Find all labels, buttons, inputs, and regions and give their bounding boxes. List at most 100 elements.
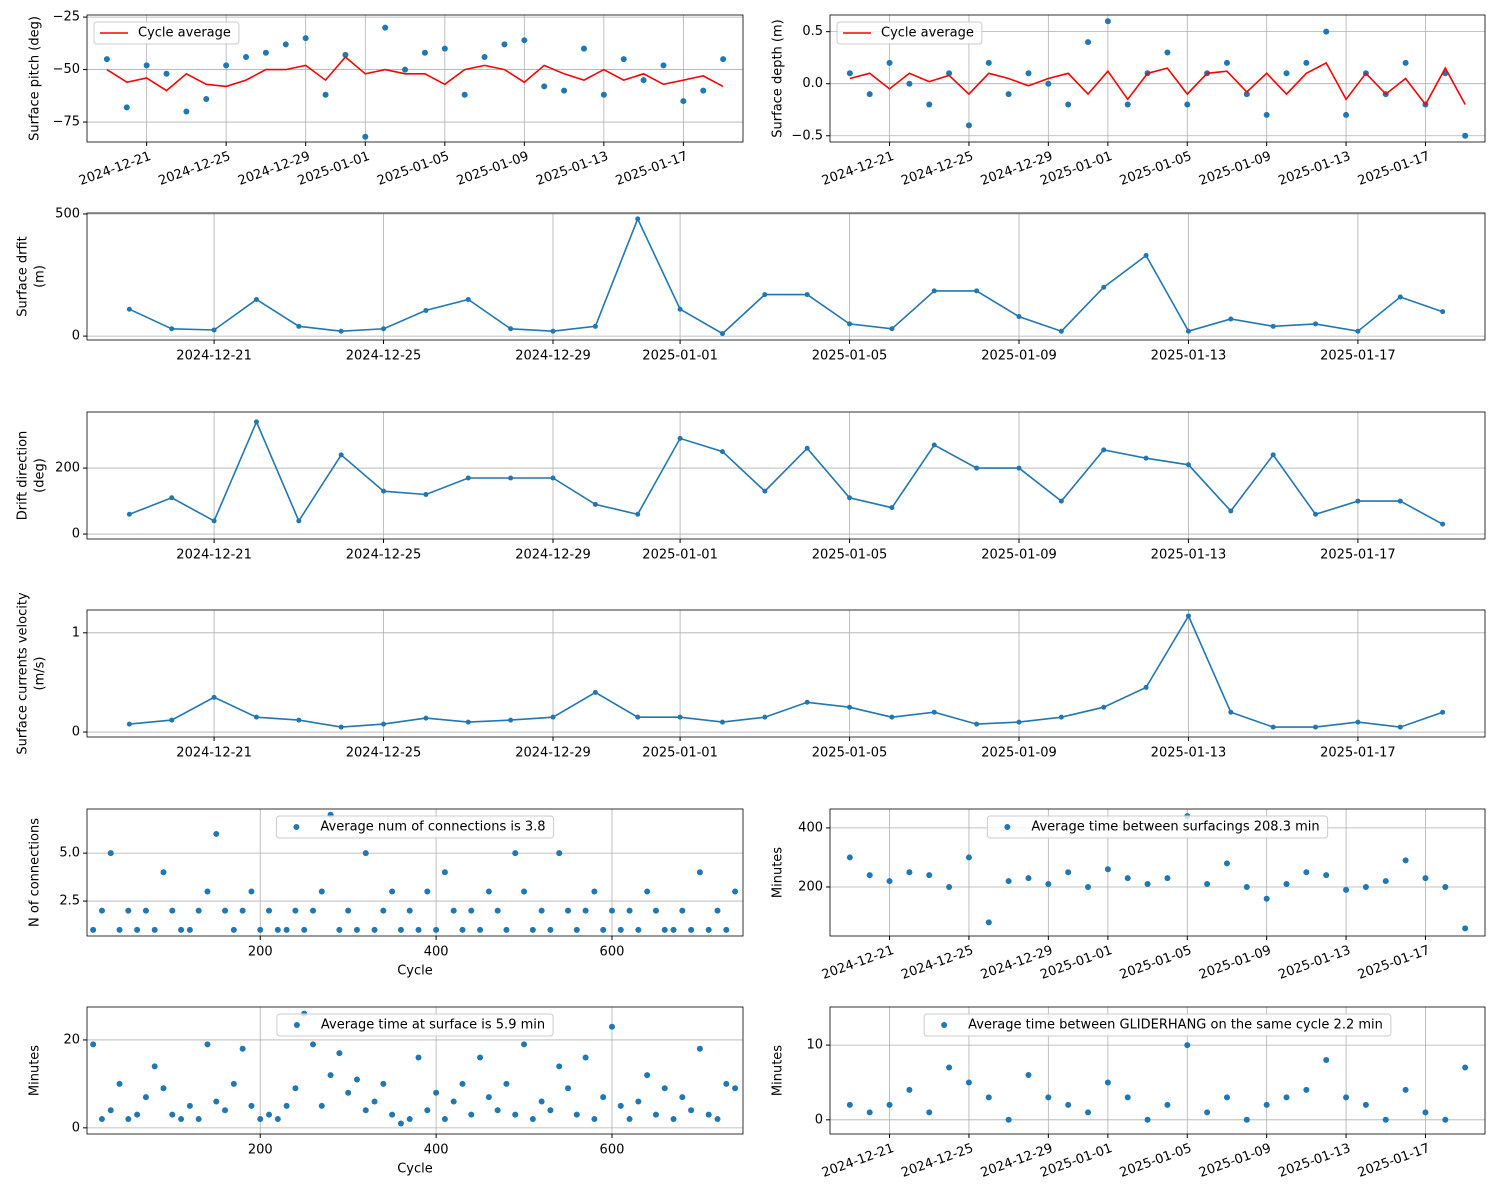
point [98,907,105,914]
x-axis-label: Cycle [397,1162,433,1177]
point [889,326,895,332]
point [804,445,810,451]
point [336,926,343,933]
y-tick-label: 10 [806,1038,823,1053]
x-tick-label: 2025-01-01 [642,746,718,761]
point [169,907,176,914]
point [1185,462,1191,468]
point [652,907,659,914]
point [468,1111,475,1118]
point [1124,875,1131,882]
point [635,216,641,222]
point [1442,883,1449,890]
axes-frame [829,1006,1486,1135]
point [705,1111,712,1118]
point [459,1080,466,1087]
x-tick-label: 2024-12-25 [157,149,233,189]
point [847,321,853,327]
point [222,907,229,914]
y-axis-label: Minutes [771,1045,786,1096]
point [123,104,130,111]
point [203,95,210,102]
point [142,907,149,914]
x-tick-label: 2025-01-13 [1276,149,1352,189]
point [1362,1101,1369,1108]
point [253,296,259,302]
point [1101,704,1107,710]
x-tick-label: 2024-12-21 [820,1141,896,1181]
point [381,326,387,332]
point [342,51,349,58]
y-tick-label: 0 [72,725,80,740]
x-tick-label: 2024-12-25 [346,349,422,364]
point [494,907,501,914]
point [382,24,389,31]
point [931,288,937,294]
point [847,704,853,710]
point [406,1116,413,1123]
point [450,1098,457,1105]
point [1025,875,1032,882]
point [626,907,633,914]
point [926,872,933,879]
x-tick-label: 2024-12-25 [899,1141,975,1181]
x-tick-label: 2024-12-21 [176,349,252,364]
x-tick-label: 200 [248,945,273,960]
point [1243,91,1250,98]
point [946,70,953,77]
point [1323,28,1330,35]
y-axis-label: N of connections [28,818,43,927]
point [186,1102,193,1109]
point [512,1111,519,1118]
x-tick-label: 2024-12-21 [820,149,896,189]
point [719,449,725,455]
x-tick-label: 2024-12-25 [899,943,975,983]
point [1144,1116,1151,1123]
axes-frame [829,14,1486,143]
point [679,1094,686,1101]
point [1355,498,1361,504]
point [521,888,528,895]
point [1058,498,1064,504]
point [670,1116,677,1123]
point [402,66,409,73]
point [677,435,683,441]
point [1025,70,1032,77]
point [521,1041,528,1048]
point [521,37,528,44]
point [116,926,123,933]
point [1016,465,1022,471]
point [257,1116,264,1123]
point [98,1116,105,1123]
point [283,1102,290,1109]
x-tick-label: 2025-01-17 [1356,149,1432,189]
y-tick-label: −0.5 [791,128,823,143]
plot-area [103,24,727,140]
point [985,919,992,926]
point [345,1089,352,1096]
x-tick-label: 2025-01-05 [812,548,888,563]
point [116,1080,123,1087]
point [461,91,468,98]
point [1016,314,1022,320]
point [248,1102,255,1109]
point [926,1109,933,1116]
point [142,1094,149,1101]
series-line [129,614,1443,728]
legend-box [923,1013,1392,1037]
point [1025,1071,1032,1078]
point [503,926,510,933]
axes-frame [829,808,1486,937]
point [90,1041,97,1048]
point [529,926,536,933]
point [1263,111,1270,118]
point [1185,328,1191,334]
axes-frame [86,808,744,937]
point [204,1041,211,1048]
point [946,883,953,890]
point [1185,613,1191,619]
point [266,1111,273,1118]
x-tick-label: 2025-01-13 [1151,548,1227,563]
point [846,854,853,861]
